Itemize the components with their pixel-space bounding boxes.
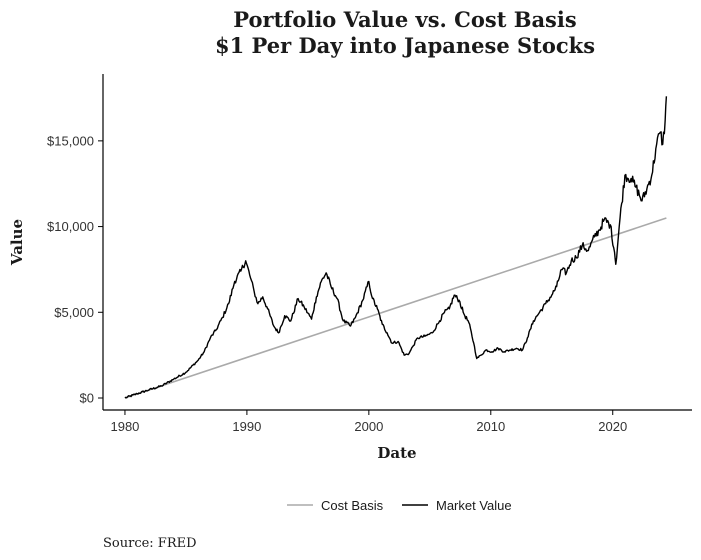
x-tick-label: 1990 [232,419,261,434]
x-tick-label: 2010 [476,419,505,434]
legend-label-market-value: Market Value [436,498,512,513]
x-tick-label: 2020 [598,419,627,434]
x-tick-label: 1980 [110,419,139,434]
chart-title-line1: Portfolio Value vs. Cost Basis [233,7,576,32]
y-tick-label: $0 [80,391,94,406]
x-axis-ticks: 1980 1990 2000 2010 2020 [110,410,627,434]
plot-area [124,96,668,399]
y-axis-title: Value [8,219,26,266]
x-axis-title: Date [377,444,416,462]
x-tick-label: 2000 [354,419,383,434]
y-axis-ticks: $0 $5,000 $10,000 $15,000 [47,133,103,406]
source-note: Source: FRED [103,536,197,551]
series-line-market-value [124,96,668,399]
y-tick-label: $5,000 [54,305,94,320]
chart-title-line2: $1 Per Day into Japanese Stocks [215,33,595,58]
y-tick-label: $15,000 [47,133,94,148]
legend: Cost Basis Market Value [287,498,512,513]
series-line-cost-basis [124,217,667,399]
y-tick-label: $10,000 [47,219,94,234]
legend-label-cost-basis: Cost Basis [321,498,384,513]
